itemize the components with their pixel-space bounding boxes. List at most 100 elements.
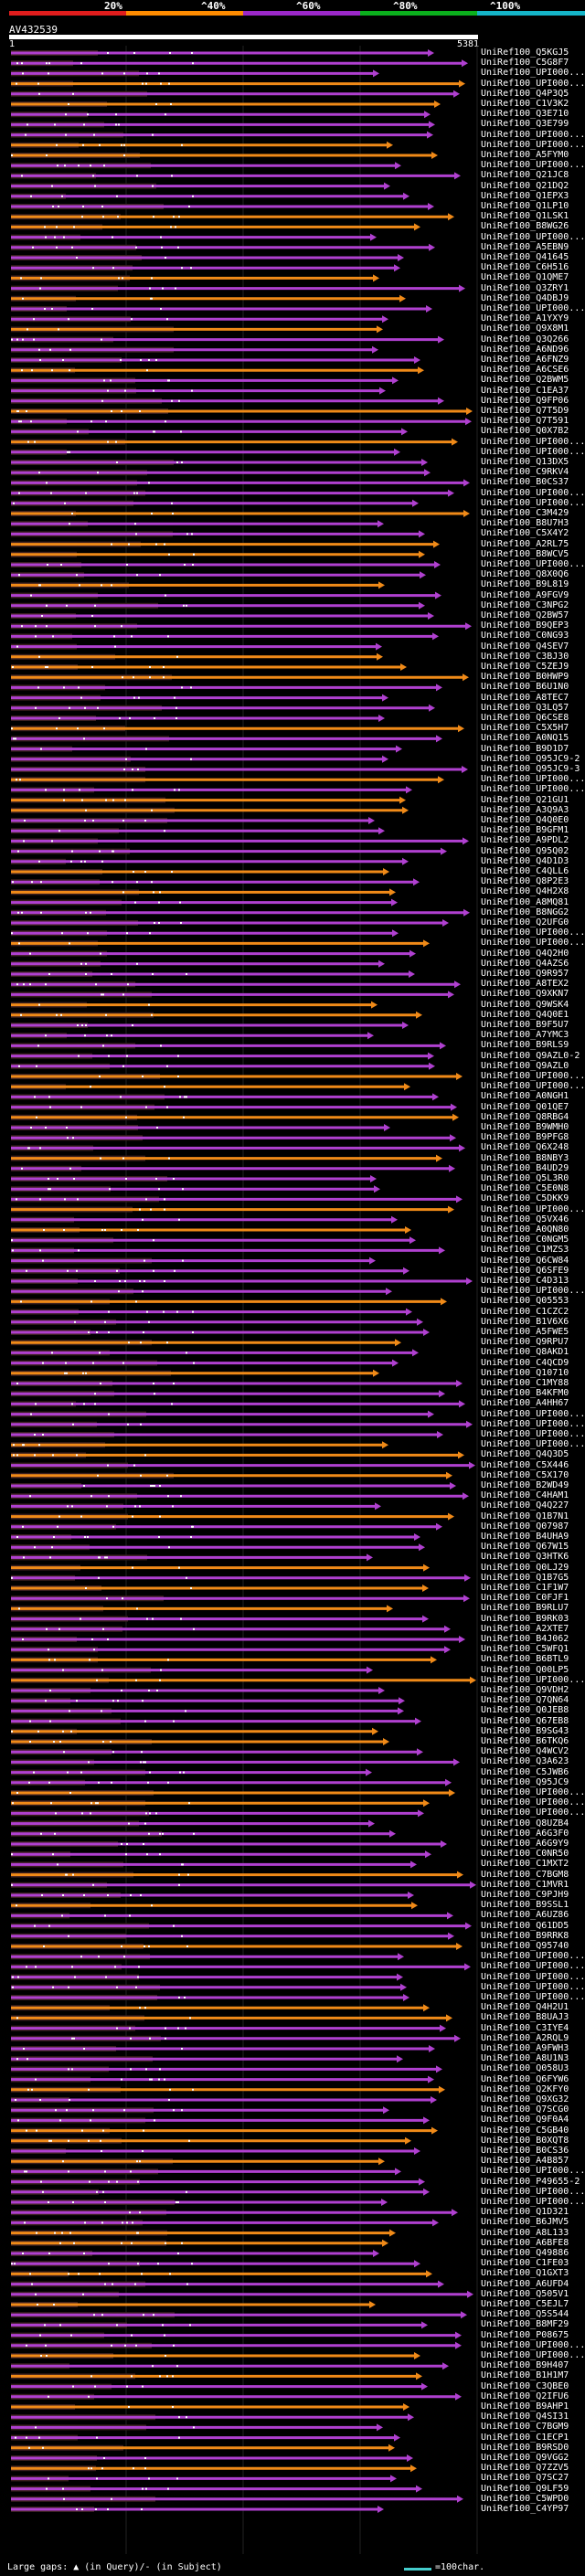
hit-label[interactable]: UniRef100_A8L133	[481, 2227, 569, 2238]
hit-label[interactable]: UniRef100_C5G8F7	[481, 58, 569, 69]
hit-label[interactable]: UniRef100_Q61DD5	[481, 1920, 569, 1931]
hit-label[interactable]: UniRef100_Q95JC9	[481, 1776, 569, 1787]
hit-label[interactable]: UniRef100_UPI000...	[481, 1971, 585, 1982]
hit-label[interactable]: UniRef100_UPI000...	[481, 2197, 585, 2207]
hit-label[interactable]: UniRef100_Q0X7B2	[481, 426, 569, 437]
hit-label[interactable]: UniRef100_Q9AZL0	[481, 1060, 569, 1071]
hit-label[interactable]: UniRef100_A5EBN9	[481, 241, 569, 252]
hit-label[interactable]: UniRef100_Q9XKN7	[481, 989, 569, 1000]
hit-label[interactable]: UniRef100_Q1GXT3	[481, 2268, 569, 2279]
hit-label[interactable]: UniRef100_Q6FYW6	[481, 2073, 569, 2084]
hit-label[interactable]: UniRef100_Q2BW57	[481, 610, 569, 620]
hit-label[interactable]: UniRef100_UPI000...	[481, 1674, 585, 1685]
hit-label[interactable]: UniRef100_B8WCV5	[481, 548, 569, 559]
hit-label[interactable]: UniRef100_A0QN80	[481, 1224, 569, 1235]
hit-label[interactable]: UniRef100_P08675	[481, 2329, 569, 2340]
hit-label[interactable]: UniRef100_C0FJF1	[481, 1593, 569, 1604]
hit-label[interactable]: UniRef100_Q4P3Q5	[481, 88, 569, 99]
hit-label[interactable]: UniRef100_Q3ZRY1	[481, 282, 569, 293]
hit-label[interactable]: UniRef100_UPI000...	[481, 784, 585, 795]
hit-label[interactable]: UniRef100_B6TKQ6	[481, 1736, 569, 1746]
hit-label[interactable]: UniRef100_C9PJH9	[481, 1890, 569, 1900]
hit-label[interactable]: UniRef100_B1V6X6	[481, 1316, 569, 1327]
hit-label[interactable]: UniRef100_C1EA37	[481, 385, 569, 396]
hit-label[interactable]: UniRef100_B8NBY3	[481, 1152, 569, 1163]
hit-label[interactable]: UniRef100_UPI000...	[481, 1286, 585, 1297]
hit-label[interactable]: UniRef100_UPI000...	[481, 68, 585, 79]
hit-label[interactable]: UniRef100_Q9F0A4	[481, 2115, 569, 2125]
hit-label[interactable]: UniRef100_B8WG26	[481, 221, 569, 232]
hit-label[interactable]: UniRef100_Q41645	[481, 252, 569, 262]
hit-label[interactable]: UniRef100_Q07987	[481, 1521, 569, 1532]
hit-label[interactable]: UniRef100_UPI000...	[481, 1408, 585, 1419]
hit-label[interactable]: UniRef100_Q7SCG0	[481, 2104, 569, 2115]
hit-label[interactable]: UniRef100_C7BGM9	[481, 2422, 569, 2433]
hit-label[interactable]: UniRef100_C6H516	[481, 262, 569, 273]
hit-label[interactable]: UniRef100_A4HH67	[481, 1398, 569, 1409]
hit-label[interactable]: UniRef100_A2XTE7	[481, 1623, 569, 1634]
hit-label[interactable]: UniRef100_Q058U3	[481, 2063, 569, 2074]
hit-label[interactable]: UniRef100_Q95Q02	[481, 845, 569, 856]
hit-label[interactable]: UniRef100_B9RRK8	[481, 1930, 569, 1941]
hit-label[interactable]: UniRef100_Q4SEV7	[481, 641, 569, 652]
hit-label[interactable]: UniRef100_Q4SI31	[481, 2412, 569, 2422]
hit-label[interactable]: UniRef100_Q9WSK4	[481, 999, 569, 1010]
hit-label[interactable]: UniRef100_A1YXY9	[481, 313, 569, 324]
hit-label[interactable]: UniRef100_UPI000...	[481, 303, 585, 313]
hit-label[interactable]: UniRef100_C5X5H7	[481, 723, 569, 734]
hit-label[interactable]: UniRef100_C5X4Y2	[481, 528, 569, 539]
hit-label[interactable]: UniRef100_C5WPD0	[481, 2493, 569, 2504]
hit-label[interactable]: UniRef100_C1MXT2	[481, 1859, 569, 1870]
hit-label[interactable]: UniRef100_Q7ZZV5	[481, 2463, 569, 2474]
hit-label[interactable]: UniRef100_Q4H2U1	[481, 2002, 569, 2013]
hit-label[interactable]: UniRef100_A5FYM0	[481, 150, 569, 160]
hit-label[interactable]: UniRef100_Q3E799	[481, 119, 569, 130]
hit-label[interactable]: UniRef100_C7BGM8	[481, 1869, 569, 1880]
hit-label[interactable]: UniRef100_Q0LJ29	[481, 1562, 569, 1573]
hit-label[interactable]: UniRef100_Q4Q227	[481, 1500, 569, 1511]
hit-label[interactable]: UniRef100_Q4Q0E0	[481, 815, 569, 825]
hit-label[interactable]: UniRef100_Q9AZL0-2	[481, 1050, 580, 1061]
hit-label[interactable]: UniRef100_B8UAJ3	[481, 2012, 569, 2023]
hit-label[interactable]: UniRef100_Q5S544	[481, 2309, 569, 2320]
hit-label[interactable]: UniRef100_Q9LF59	[481, 2483, 569, 2494]
hit-label[interactable]: UniRef100_A0NGH1	[481, 1091, 569, 1102]
hit-label[interactable]: UniRef100_Q4Q3D5	[481, 1449, 569, 1460]
hit-label[interactable]: UniRef100_Q7T591	[481, 416, 569, 427]
hit-label[interactable]: UniRef100_A2RQL9	[481, 2032, 569, 2043]
hit-label[interactable]: UniRef100_Q6SFE9	[481, 1265, 569, 1276]
hit-label[interactable]: UniRef100_Q4Q2H0	[481, 948, 569, 959]
hit-label[interactable]: UniRef100_C5X170	[481, 1469, 569, 1480]
hit-label[interactable]: UniRef100_UPI000...	[481, 231, 585, 242]
hit-label[interactable]: UniRef100_C3M429	[481, 508, 569, 518]
hit-label[interactable]: UniRef100_C0NG93	[481, 631, 569, 641]
hit-label[interactable]: UniRef100_Q2BWM5	[481, 375, 569, 386]
hit-label[interactable]: UniRef100_Q7SC27	[481, 2473, 569, 2484]
hit-label[interactable]: UniRef100_C1MVR1	[481, 1879, 569, 1890]
hit-label[interactable]: UniRef100_Q13DX5	[481, 457, 569, 467]
hit-label[interactable]: UniRef100_A6UFD4	[481, 2278, 569, 2289]
hit-label[interactable]: UniRef100_B9RLS9	[481, 1040, 569, 1051]
hit-label[interactable]: UniRef100_Q1B7G5	[481, 1572, 569, 1583]
hit-label[interactable]: UniRef100_Q1D321	[481, 2207, 569, 2218]
hit-label[interactable]: UniRef100_UPI000...	[481, 2339, 585, 2350]
hit-label[interactable]: UniRef100_A6G9Y9	[481, 1839, 569, 1849]
hit-label[interactable]: UniRef100_C1ECP1	[481, 2432, 569, 2443]
hit-label[interactable]: UniRef100_B0CS36	[481, 2146, 569, 2156]
hit-label[interactable]: UniRef100_C4HAM1	[481, 1490, 569, 1501]
hit-label[interactable]: UniRef100_Q8RBG4	[481, 1111, 569, 1122]
hit-label[interactable]: UniRef100_UPI000...	[481, 436, 585, 447]
hit-label[interactable]: UniRef100_Q1LSK1	[481, 211, 569, 222]
hit-label[interactable]: UniRef100_Q4H2X8	[481, 886, 569, 897]
hit-label[interactable]: UniRef100_UPI000...	[481, 78, 585, 89]
hit-label[interactable]: UniRef100_UPI000...	[481, 487, 585, 498]
hit-label[interactable]: UniRef100_B0HWP9	[481, 672, 569, 683]
hit-label[interactable]: UniRef100_UPI000...	[481, 1071, 585, 1081]
hit-label[interactable]: UniRef100_C5E0N8	[481, 1183, 569, 1194]
hit-label[interactable]: UniRef100_UPI000...	[481, 1418, 585, 1429]
hit-label[interactable]: UniRef100_Q4Q0E1	[481, 1009, 569, 1020]
hit-label[interactable]: UniRef100_B1H1M7	[481, 2370, 569, 2381]
hit-label[interactable]: UniRef100_C4YP97	[481, 2504, 569, 2514]
hit-label[interactable]: UniRef100_B9AHP1	[481, 2401, 569, 2412]
hit-label[interactable]: UniRef100_Q9X8M1	[481, 323, 569, 334]
